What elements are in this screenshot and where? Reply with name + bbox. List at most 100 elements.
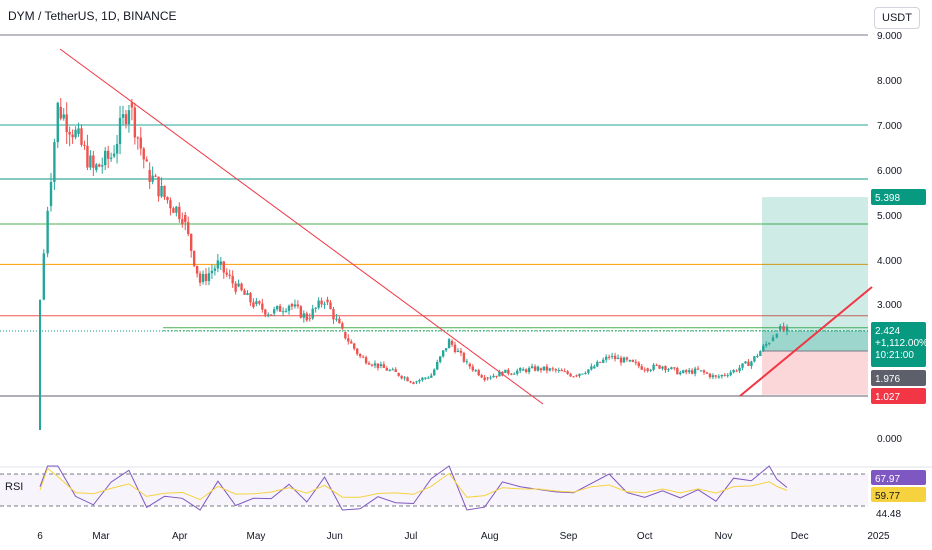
candle-body bbox=[187, 222, 190, 234]
candle-body bbox=[572, 376, 575, 378]
candle-body bbox=[92, 155, 95, 168]
candle-body bbox=[341, 323, 344, 329]
candle-body bbox=[329, 302, 332, 310]
candle-body bbox=[599, 361, 602, 363]
profit-zone bbox=[762, 197, 868, 351]
candle-body bbox=[510, 373, 513, 375]
candle-body bbox=[353, 343, 356, 349]
entry-tag-text: 1.976 bbox=[875, 374, 900, 385]
candle-body bbox=[456, 350, 460, 352]
candle-body bbox=[142, 148, 145, 160]
candle-body bbox=[708, 373, 712, 378]
candle-body bbox=[471, 366, 474, 371]
candle-body bbox=[729, 372, 732, 376]
current-price-tag-bg bbox=[871, 322, 926, 367]
candle-body bbox=[640, 366, 643, 370]
candle-body bbox=[602, 359, 605, 363]
candle-body bbox=[121, 114, 125, 118]
candle-body bbox=[474, 370, 477, 372]
candle-body bbox=[293, 304, 297, 307]
candle-body bbox=[631, 359, 635, 362]
time-axis-label: Dec bbox=[791, 531, 809, 542]
candle-body bbox=[219, 261, 223, 265]
candle-body bbox=[584, 372, 587, 374]
candle-body bbox=[696, 368, 700, 370]
candle-body bbox=[498, 371, 501, 377]
candle-body bbox=[643, 369, 646, 371]
candle-body bbox=[661, 366, 664, 369]
candle-body bbox=[667, 369, 670, 371]
rsi-ma-tag-bg bbox=[871, 487, 926, 502]
candle-body bbox=[720, 374, 723, 377]
candle-body bbox=[690, 370, 694, 374]
candlesticks bbox=[39, 98, 789, 430]
candle-body bbox=[527, 367, 531, 373]
candle-body bbox=[308, 318, 311, 320]
candle-body bbox=[613, 355, 617, 360]
price-axis-label: 0.000 bbox=[877, 434, 902, 445]
candle-body bbox=[148, 170, 151, 182]
candle-body bbox=[115, 144, 119, 154]
candle-body bbox=[548, 368, 552, 371]
candle-body bbox=[578, 373, 581, 376]
candle-body bbox=[379, 364, 383, 367]
candle-body bbox=[782, 326, 785, 331]
time-axis-label: Nov bbox=[715, 531, 733, 542]
candle-body bbox=[430, 375, 433, 378]
candle-body bbox=[49, 182, 53, 206]
candle-body bbox=[338, 318, 341, 324]
trendlines[interactable] bbox=[59, 48, 873, 405]
candle-body bbox=[403, 377, 406, 379]
candle-body bbox=[347, 338, 350, 342]
candle-body bbox=[323, 303, 326, 305]
candle-body bbox=[42, 253, 46, 300]
candle-body bbox=[652, 364, 655, 370]
candle-body bbox=[181, 219, 184, 224]
candle-body bbox=[198, 273, 202, 283]
candle-body bbox=[367, 363, 371, 365]
candle-body bbox=[492, 375, 495, 378]
candle-body bbox=[516, 370, 519, 374]
candle-body bbox=[163, 185, 166, 198]
candle-body bbox=[175, 206, 178, 213]
candle-body bbox=[296, 304, 300, 307]
price-axis[interactable]: 9.000 8.000 7.000 6.000 5.000 4.000 3.000 0.000 bbox=[877, 31, 902, 445]
price-axis-label: 8.000 bbox=[877, 76, 902, 87]
candle-body bbox=[628, 359, 632, 362]
currency-selector[interactable]: USDT bbox=[874, 7, 920, 29]
candle-body bbox=[489, 377, 492, 379]
candle-body bbox=[231, 275, 234, 284]
price-axis-label: 3.000 bbox=[877, 300, 902, 311]
candle-body bbox=[157, 176, 160, 197]
candle-body bbox=[358, 353, 362, 357]
candle-body bbox=[332, 309, 335, 320]
candle-body bbox=[299, 306, 303, 318]
rsi-ma-line bbox=[39, 467, 788, 501]
open-pnl-zone bbox=[762, 331, 868, 351]
candle-body bbox=[566, 371, 569, 374]
candle-body bbox=[166, 197, 169, 201]
candle-body bbox=[536, 366, 540, 371]
time-axis[interactable]: 6 Mar Apr May Jun Jul Aug Sep Oct Nov Dec 2025 bbox=[37, 531, 890, 542]
candle-body bbox=[421, 377, 424, 381]
candle-body bbox=[607, 356, 611, 358]
candle-body bbox=[447, 339, 451, 349]
candle-body bbox=[65, 114, 68, 133]
price-axis-label: 5.000 bbox=[877, 211, 902, 222]
candle-body bbox=[593, 366, 596, 369]
time-axis-label: May bbox=[247, 531, 266, 542]
candle-body bbox=[326, 299, 329, 303]
candle-body bbox=[62, 114, 65, 119]
candle-body bbox=[468, 363, 472, 367]
candle-body bbox=[418, 380, 421, 382]
candle-body bbox=[504, 369, 507, 373]
candle-body bbox=[687, 370, 691, 373]
long-position-tool[interactable] bbox=[762, 197, 868, 395]
candle-body bbox=[670, 367, 673, 370]
candle-body bbox=[705, 372, 709, 374]
candle-body bbox=[604, 356, 608, 360]
candle-body bbox=[480, 375, 483, 378]
candle-body bbox=[53, 142, 56, 183]
candle-body bbox=[424, 377, 427, 379]
